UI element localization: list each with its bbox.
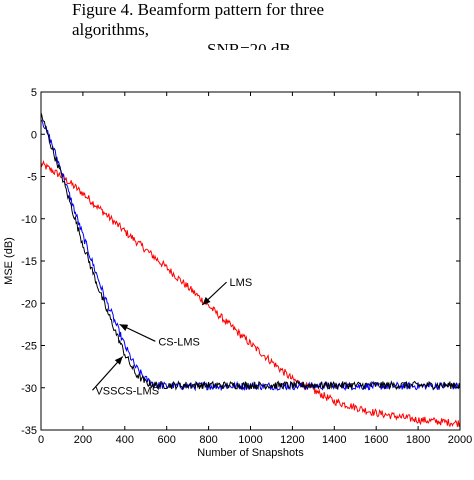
x-tick-label: 1400 <box>322 434 346 446</box>
x-tick-label: 600 <box>158 434 176 446</box>
x-tick-label: 1000 <box>238 434 262 446</box>
y-tick-label: -35 <box>21 425 37 437</box>
annotation-arrowhead <box>114 356 123 365</box>
x-tick-label: 1200 <box>280 434 304 446</box>
y-tick-label: -20 <box>21 298 37 310</box>
annotation-arrowhead <box>202 296 211 305</box>
x-tick-label: 400 <box>116 434 134 446</box>
caption-line-3: SNR=20 dB <box>207 40 291 50</box>
x-tick-label: 200 <box>74 434 92 446</box>
y-tick-label: -30 <box>21 383 37 395</box>
x-tick-label: 1600 <box>364 434 388 446</box>
annotation-label: VSSCS-LMS <box>95 385 159 397</box>
ticks-layer: 0 200 400 600 800 1000 1200 1400 1600 1800 200050-… <box>21 87 472 446</box>
y-tick-label: -15 <box>21 256 37 268</box>
figure-caption: Figure 4. Beamform pattern for three alg… <box>72 0 412 50</box>
caption-line-2: algorithms, <box>72 20 149 39</box>
caption-line-1: Figure 4. Beamform pattern for three <box>72 0 325 19</box>
y-tick-label: -5 <box>27 172 37 184</box>
y-tick-label: -10 <box>21 214 37 226</box>
y-axis-label: MSE (dB) <box>3 237 15 285</box>
plot-frame <box>40 91 461 431</box>
series-line-vsscs-lms <box>40 112 461 391</box>
x-tick-label: 1800 <box>406 434 430 446</box>
y-tick-label: 0 <box>31 129 37 141</box>
series-line-lms <box>40 160 461 428</box>
y-tick-label: 5 <box>31 87 37 99</box>
series-layer <box>40 112 461 428</box>
series-line-cs-lms <box>40 119 461 392</box>
annotation-label: CS-LMS <box>158 336 200 348</box>
annotation-arrowhead <box>119 324 129 331</box>
y-tick-label: -25 <box>21 341 37 353</box>
x-tick-label: 800 <box>199 434 217 446</box>
x-tick-label: 2000 <box>448 434 472 446</box>
annotations-layer: LMS CS-LMS VSSCS-LMS <box>92 277 252 397</box>
x-tick-label: 0 <box>38 434 44 446</box>
annotation-label: LMS <box>230 277 253 289</box>
x-axis-label: Number of Snapshots <box>197 447 304 459</box>
